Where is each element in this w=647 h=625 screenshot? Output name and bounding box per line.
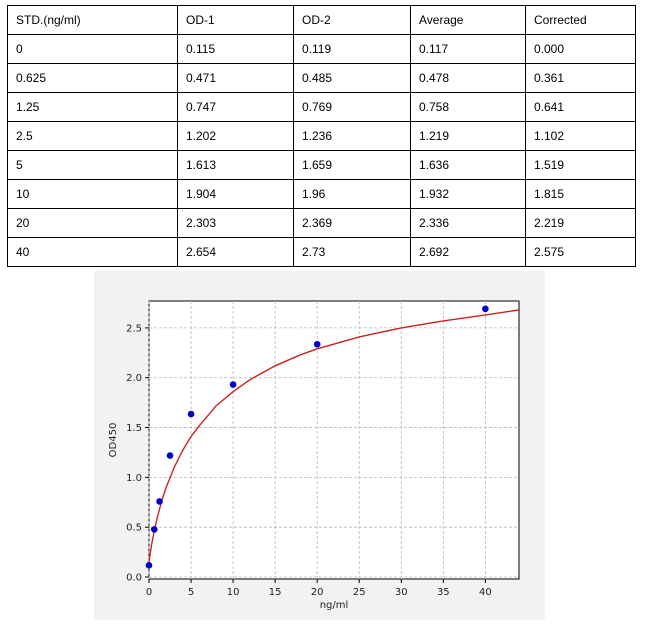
- header-std: STD.(ng/ml): [7, 5, 178, 35]
- fit-curve-layer: [148, 309, 520, 563]
- y-tick-label: 2.0: [126, 373, 142, 384]
- data-point: [313, 340, 321, 348]
- header-average: Average: [410, 5, 526, 35]
- header-od1: OD-1: [177, 5, 294, 35]
- corrected-cell: 0.641: [525, 92, 636, 122]
- average-cell: 0.117: [410, 34, 526, 64]
- od2-cell: 0.485: [293, 63, 411, 93]
- average-cell: 1.219: [410, 121, 526, 151]
- corrected-cell: 0.000: [525, 34, 636, 64]
- std-cell: 0: [7, 34, 178, 64]
- standard-curve-table: STD.(ng/ml) OD-1 OD-2 Average Corrected …: [7, 5, 636, 267]
- od2-cell: 0.119: [293, 34, 411, 64]
- od2-cell: 1.236: [293, 121, 411, 151]
- average-cell: 1.932: [410, 179, 526, 209]
- chart-svg: 0 5 10 15 20 25 30 35 40 0.0 0.5 1.0 1.5 2.0 2.5 ng/ml…: [108, 300, 520, 611]
- x-tick-label: 5: [188, 587, 194, 598]
- x-tick-label: 20: [311, 587, 324, 598]
- std-cell: 1.25: [7, 92, 178, 122]
- y-tick-label: 0.5: [126, 523, 142, 534]
- x-tick-label: 35: [437, 587, 450, 598]
- data-point: [156, 498, 163, 505]
- header-corrected: Corrected: [525, 5, 636, 35]
- corrected-cell: 1.519: [525, 150, 636, 180]
- table-row: 1.25 0.747 0.769 0.758 0.641: [7, 92, 636, 122]
- table-row: 0.625 0.471 0.485 0.478 0.361: [7, 63, 636, 93]
- data-point: [145, 562, 153, 569]
- x-tick-label: 30: [395, 587, 408, 598]
- od1-cell: 2.303: [177, 208, 294, 238]
- od2-cell: 1.659: [293, 150, 411, 180]
- corrected-cell: 1.102: [525, 121, 636, 151]
- average-cell: 2.336: [410, 208, 526, 238]
- od1-cell: 0.471: [177, 63, 294, 93]
- od1-cell: 0.115: [177, 34, 294, 64]
- grid-lines: [148, 301, 519, 579]
- table-row: 40 2.654 2.73 2.692 2.575: [7, 237, 636, 267]
- std-cell: 0.625: [7, 63, 178, 93]
- od2-cell: 1.96: [293, 179, 411, 209]
- x-tick-label: 40: [479, 587, 492, 598]
- header-od2: OD-2: [293, 5, 411, 35]
- table-header-row: STD.(ng/ml) OD-1 OD-2 Average Corrected: [7, 5, 636, 35]
- average-cell: 2.692: [410, 237, 526, 267]
- y-tick-label: 1.0: [126, 473, 142, 484]
- standard-curve-chart: 0 5 10 15 20 25 30 35 40 0.0 0.5 1.0 1.5 2.0 2.5 ng/ml…: [94, 271, 545, 620]
- x-tick-label: 0: [146, 587, 152, 598]
- data-point: [166, 452, 174, 459]
- od2-cell: 2.369: [293, 208, 411, 238]
- corrected-cell: 1.815: [525, 179, 636, 209]
- data-point: [150, 526, 158, 533]
- y-tick-label: 1.5: [126, 423, 142, 434]
- average-cell: 1.636: [410, 150, 526, 180]
- od2-cell: 0.769: [293, 92, 411, 122]
- y-tick-label: 2.5: [126, 323, 142, 334]
- table-row: 5 1.613 1.659 1.636 1.519: [7, 150, 636, 180]
- x-axis-label: ng/ml: [320, 600, 349, 611]
- std-cell: 20: [7, 208, 178, 238]
- x-tick-label: 25: [353, 587, 366, 598]
- od2-cell: 2.73: [293, 237, 411, 267]
- average-cell: 0.478: [410, 63, 526, 93]
- corrected-cell: 0.361: [525, 63, 636, 93]
- table-row: 10 1.904 1.96 1.932 1.815: [7, 179, 636, 209]
- y-tick-label: 0.0: [126, 573, 142, 584]
- axes: 0 5 10 15 20 25 30 35 40 0.0 0.5 1.0 1.5 2.0 2.5: [126, 323, 492, 598]
- std-cell: 2.5: [7, 121, 178, 151]
- od1-cell: 2.654: [177, 237, 294, 267]
- od1-cell: 1.904: [177, 179, 294, 209]
- table-row: 20 2.303 2.369 2.336 2.219: [7, 208, 636, 238]
- data-points: [145, 305, 489, 569]
- x-tick-label: 15: [269, 587, 282, 598]
- average-cell: 0.758: [410, 92, 526, 122]
- corrected-cell: 2.575: [525, 237, 636, 267]
- std-cell: 40: [7, 237, 178, 267]
- od1-cell: 1.202: [177, 121, 294, 151]
- x-tick-label: 10: [227, 587, 240, 598]
- data-point: [482, 305, 489, 313]
- corrected-cell: 2.219: [525, 208, 636, 238]
- fit-curve: [148, 309, 520, 563]
- data-point: [187, 410, 195, 418]
- std-cell: 10: [7, 179, 178, 209]
- y-axis-label: OD450: [108, 423, 119, 458]
- plot-area: [148, 300, 520, 580]
- std-cell: 5: [7, 150, 178, 180]
- data-point: [229, 381, 237, 388]
- table-row: 2.5 1.202 1.236 1.219 1.102: [7, 121, 636, 151]
- od1-cell: 0.747: [177, 92, 294, 122]
- table-row: 0 0.115 0.119 0.117 0.000: [7, 34, 636, 64]
- od1-cell: 1.613: [177, 150, 294, 180]
